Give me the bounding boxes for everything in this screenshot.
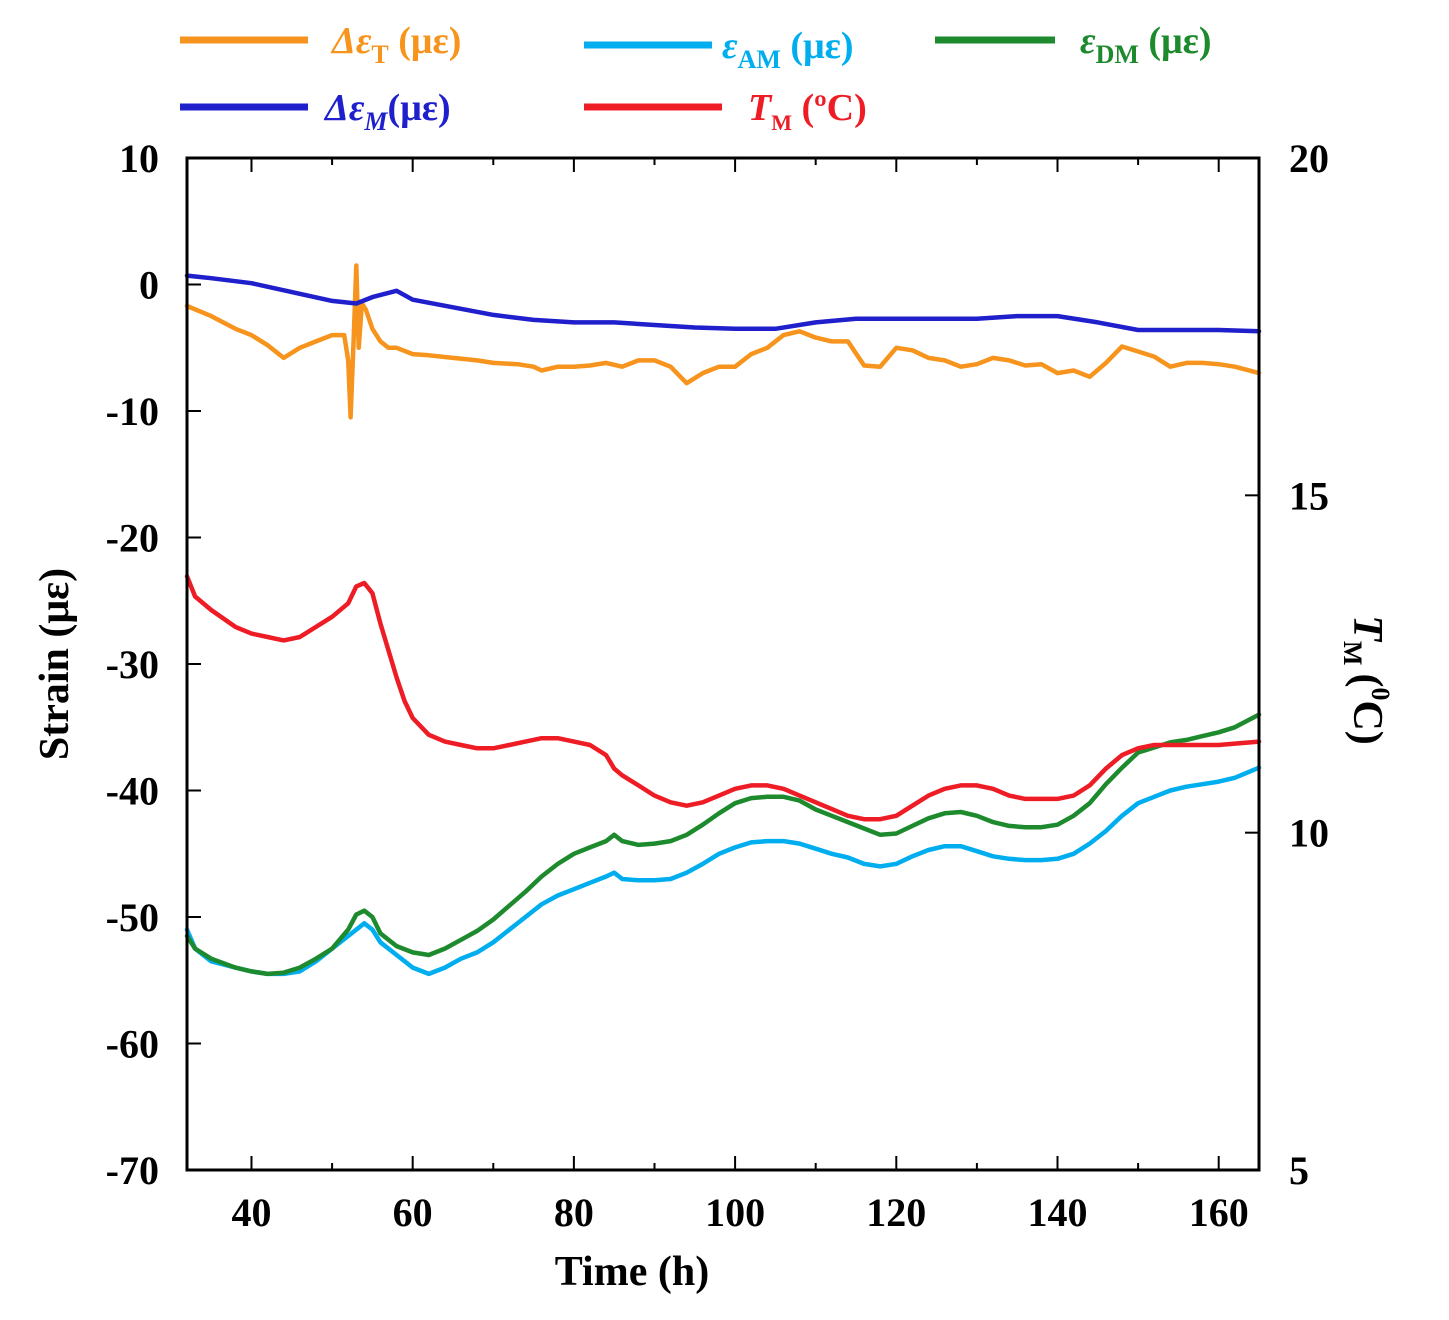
series-line-dT [184, 263, 1262, 420]
series-line-TM [184, 574, 1262, 822]
legend-prefix: Δε [323, 87, 365, 129]
y-axis-title: Strain (με) [32, 568, 78, 760]
y-tick-label: -70 [106, 1148, 159, 1193]
x-axis-title: Time (h) [555, 1249, 709, 1295]
legend-label-eDM: εDM (με) [1080, 20, 1212, 69]
series-line-eAM [184, 273, 1262, 334]
y-tick-label: -40 [106, 769, 159, 814]
legend-sub: DM [1096, 40, 1139, 69]
x-tick-label: 160 [1189, 1190, 1249, 1235]
y2-axis-title: TM (0C) [1338, 615, 1395, 745]
series-layer [184, 263, 1262, 977]
y-tick-label: -30 [106, 642, 159, 687]
y2-title-sub: M [1338, 641, 1367, 666]
legend: ΔεT (με) εAM (με) εDM (με)ΔεM(με) TM (ºC) [180, 20, 1212, 136]
x-tick-label: 140 [1027, 1190, 1087, 1235]
legend-sub: AM [738, 45, 781, 74]
series-line-eDM [184, 765, 1262, 977]
y-tick-label: -60 [106, 1022, 159, 1067]
legend-sub: T [371, 40, 388, 69]
legend-label-TM: TM (ºC) [748, 87, 867, 135]
x-tick-label: 40 [231, 1190, 271, 1235]
y2-title-open: ( [1344, 673, 1390, 687]
y2-tick-label: 10 [1289, 811, 1329, 856]
y2-tick-label: 5 [1289, 1148, 1309, 1193]
svg-text:TM(0C): TM (0C) [1338, 615, 1395, 745]
legend-prefix: T [748, 87, 773, 129]
y-tick-label: 10 [119, 136, 159, 181]
y2-title-sup: 0 [1366, 687, 1395, 700]
legend-prefix: Δε [330, 20, 372, 62]
legend-prefix: ε [1080, 20, 1096, 62]
legend-label-dM: ΔεM(με) [323, 87, 451, 136]
y-tick-label: -10 [106, 389, 159, 434]
y2-title-close: C) [1344, 700, 1390, 744]
legend-label-dT: ΔεT (με) [330, 20, 461, 69]
legend-label-eAM: εAM (με) [722, 25, 854, 74]
legend-sub: M [771, 110, 792, 135]
y-tick-label: -50 [106, 895, 159, 940]
y-tick-label: -20 [106, 516, 159, 561]
legend-unit: (ºC) [792, 87, 867, 129]
y2-title-main: T [1344, 615, 1390, 643]
legend-unit: (με) [1139, 20, 1212, 62]
legend-unit: (με) [781, 25, 854, 67]
series-line-dM [184, 712, 1262, 977]
y2-tick-label: 20 [1289, 136, 1329, 181]
legend-sub: M [363, 107, 388, 136]
y-tick-label: 0 [139, 263, 159, 308]
x-tick-label: 100 [705, 1190, 765, 1235]
y2-tick-label: 15 [1289, 473, 1329, 518]
x-tick-label: 120 [866, 1190, 926, 1235]
legend-prefix: ε [722, 25, 738, 67]
plot-frame [185, 156, 1261, 1172]
axes-layer: 40 60 80 100 120 140 160100-10-20-30-40-50-60-… [106, 136, 1329, 1235]
legend-unit: (με) [388, 87, 451, 129]
x-tick-label: 60 [393, 1190, 433, 1235]
x-tick-label: 80 [554, 1190, 594, 1235]
legend-unit: (με) [389, 20, 462, 62]
